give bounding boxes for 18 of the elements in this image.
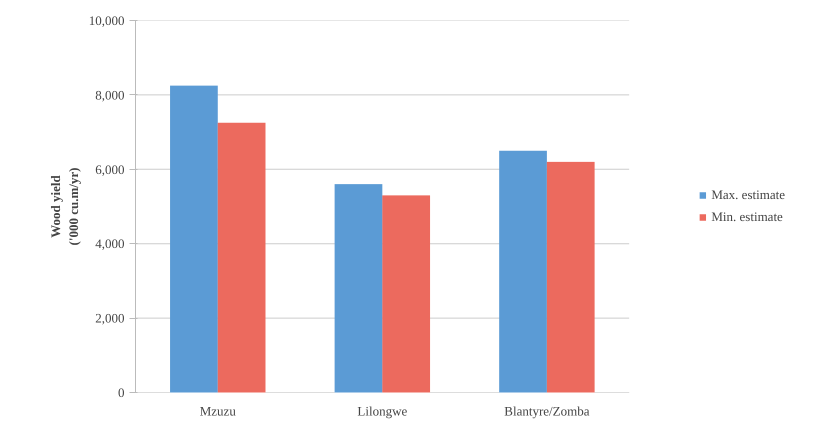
bar xyxy=(499,150,547,392)
bar xyxy=(546,162,595,392)
legend-label: Min. estimate xyxy=(711,209,783,225)
legend-label: Max. estimate xyxy=(711,187,785,203)
bar xyxy=(334,184,382,392)
y-tick-label: 10,000 xyxy=(88,13,124,28)
y-tick-label: 0 xyxy=(118,385,124,400)
bar xyxy=(218,122,266,392)
y-tick-label: 8,000 xyxy=(95,87,124,102)
x-tick-label: Lilongwe xyxy=(357,404,408,418)
y-tick-label: 2,000 xyxy=(95,310,124,326)
y-tick-label: 4,000 xyxy=(95,236,124,252)
bar xyxy=(382,195,430,392)
y-axis-title: Wood yield ('000 cu.m/yr) xyxy=(48,168,81,246)
x-tick-label: Mzuzu xyxy=(200,404,236,418)
bar xyxy=(170,86,218,392)
y-tick-label: 6,000 xyxy=(95,162,124,177)
x-tick-label: Blantyre/Zomba xyxy=(504,404,590,418)
